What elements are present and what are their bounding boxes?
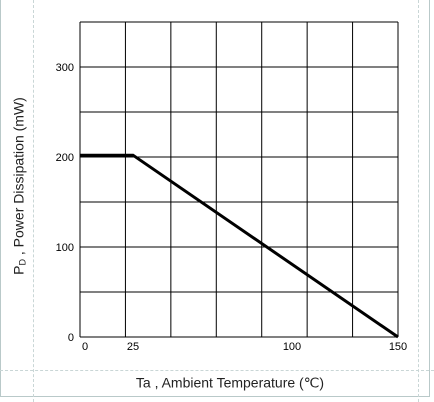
x-tick-label: 0 xyxy=(82,341,88,353)
x-tick-label: 150 xyxy=(389,341,407,353)
y-axis-label-main: P xyxy=(10,265,27,275)
x-tick-label: 25 xyxy=(127,341,139,353)
y-tick-label: 300 xyxy=(56,62,74,74)
guide-line-vertical xyxy=(33,0,34,402)
y-tick-label: 0 xyxy=(68,332,74,344)
x-tick-label: 100 xyxy=(283,341,301,353)
x-axis-label: Ta , Ambient Temperature (℃) xyxy=(135,374,325,391)
power-derating-line xyxy=(80,153,399,339)
y-tick-label: 200 xyxy=(56,152,74,164)
guide-line-right xyxy=(418,0,419,402)
y-axis-label-subscript: D xyxy=(17,258,28,266)
y-axis-label: PD , Power Dissipation (mW) xyxy=(11,97,28,275)
y-tick-label: 100 xyxy=(56,242,74,254)
guide-line-horizontal xyxy=(0,370,434,371)
y-axis-label-rest: , Power Dissipation (mW) xyxy=(10,97,27,259)
chart-frame xyxy=(0,0,430,397)
